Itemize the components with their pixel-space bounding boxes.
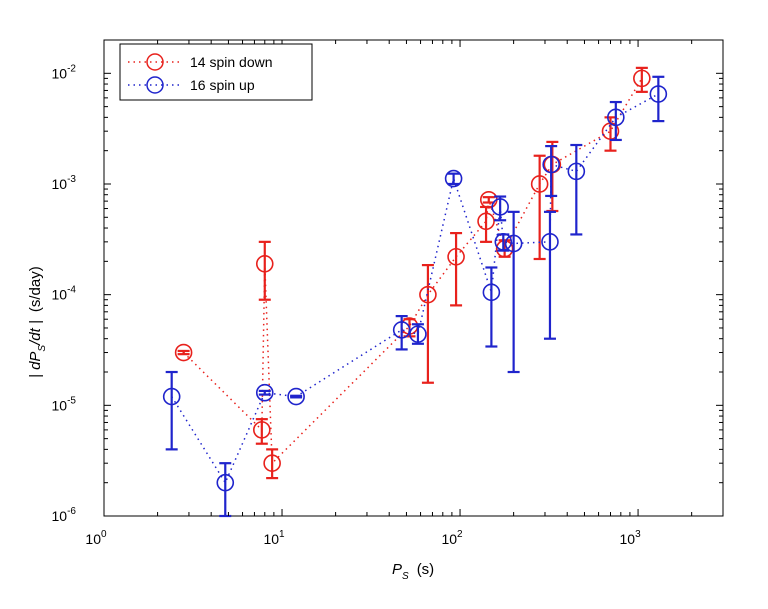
y-tick-label-base: 10 [52,176,68,192]
x-axis-label-sub: S [402,571,409,582]
x-axis-label: PS (s) [392,561,434,582]
y-tick-label-base: 10 [52,508,68,524]
legend-label-spin-up: 16 spin up [190,77,255,93]
plot-frame [103,39,724,517]
x-tick-label-base: 10 [441,531,457,547]
x-tick-label-exp: 3 [635,529,641,540]
x-tick-label-exp: 0 [101,529,107,540]
x-tick-label: 103 [619,529,641,547]
y-tick-label-base: 10 [52,65,68,81]
legend-box [119,43,313,101]
data-point [541,233,559,251]
y-tick-label: 10-3 [52,174,77,192]
y-tick-label-base: 10 [52,287,68,303]
series-connector-line [171,93,659,485]
data-point [216,473,235,492]
data-point [530,175,549,193]
y-axis-label-pre: | dP [27,352,44,378]
data-point [174,343,193,362]
data-point [494,233,513,251]
data-point [482,283,501,302]
x-tick-label: 101 [263,529,285,547]
data-point [444,169,463,188]
legend-marker-spin-down [146,53,164,71]
x-tick-label: 102 [441,529,463,547]
y-tick-label-base: 10 [52,397,68,413]
x-tick-label-exp: 2 [457,529,463,540]
y-axis-label-post: /dt | [27,320,44,346]
data-point [419,285,437,304]
data-point [255,383,274,402]
y-tick-label-exp: -6 [67,506,76,517]
y-tick-label: 10-6 [52,506,77,524]
data-point [633,69,651,88]
ticks-layer [103,39,724,517]
x-tick-label: 100 [85,529,107,547]
x-tick-label-base: 10 [263,531,279,547]
x-axis-label-unit: (s) [417,561,435,578]
y-tick-label: 10-4 [52,285,77,303]
data-point [162,387,181,406]
series-connector-line [183,77,643,465]
data-point [392,321,411,339]
data-point [253,421,271,439]
y-axis-label-unit: (s/day) [27,266,44,312]
x-tick-label-base: 10 [619,531,635,547]
data-point [447,247,465,266]
y-tick-label-exp: -4 [67,285,76,296]
data-point [255,255,274,273]
data-point [287,387,305,406]
x-axis-label-main: P [392,561,402,578]
y-tick-label-exp: -5 [67,395,76,406]
y-tick-label: 10-2 [52,63,77,81]
series-layer [162,66,668,518]
data-point [567,162,586,181]
legend-marker-spin-up [146,76,164,94]
data-point [649,85,668,103]
data-point [477,212,495,231]
y-tick-label-exp: -3 [67,174,76,185]
data-point [542,155,560,174]
x-tick-label-base: 10 [85,531,101,547]
data-point [504,234,523,253]
data-point [409,325,427,343]
x-tick-label-exp: 1 [279,529,285,540]
y-axis-label-sub: S [37,345,48,352]
data-point [263,454,281,472]
y-axis-label: | dPS/dt | (s/day) [27,266,48,378]
legend-label-spin-down: 14 spin down [190,54,273,70]
legend: 14 spin down 16 spin up [119,43,313,101]
data-point [607,108,625,127]
plot-area [103,39,724,518]
y-tick-label-exp: -2 [67,63,76,74]
y-tick-label: 10-5 [52,395,77,413]
data-point [491,198,509,216]
series-spin-up [162,75,668,518]
